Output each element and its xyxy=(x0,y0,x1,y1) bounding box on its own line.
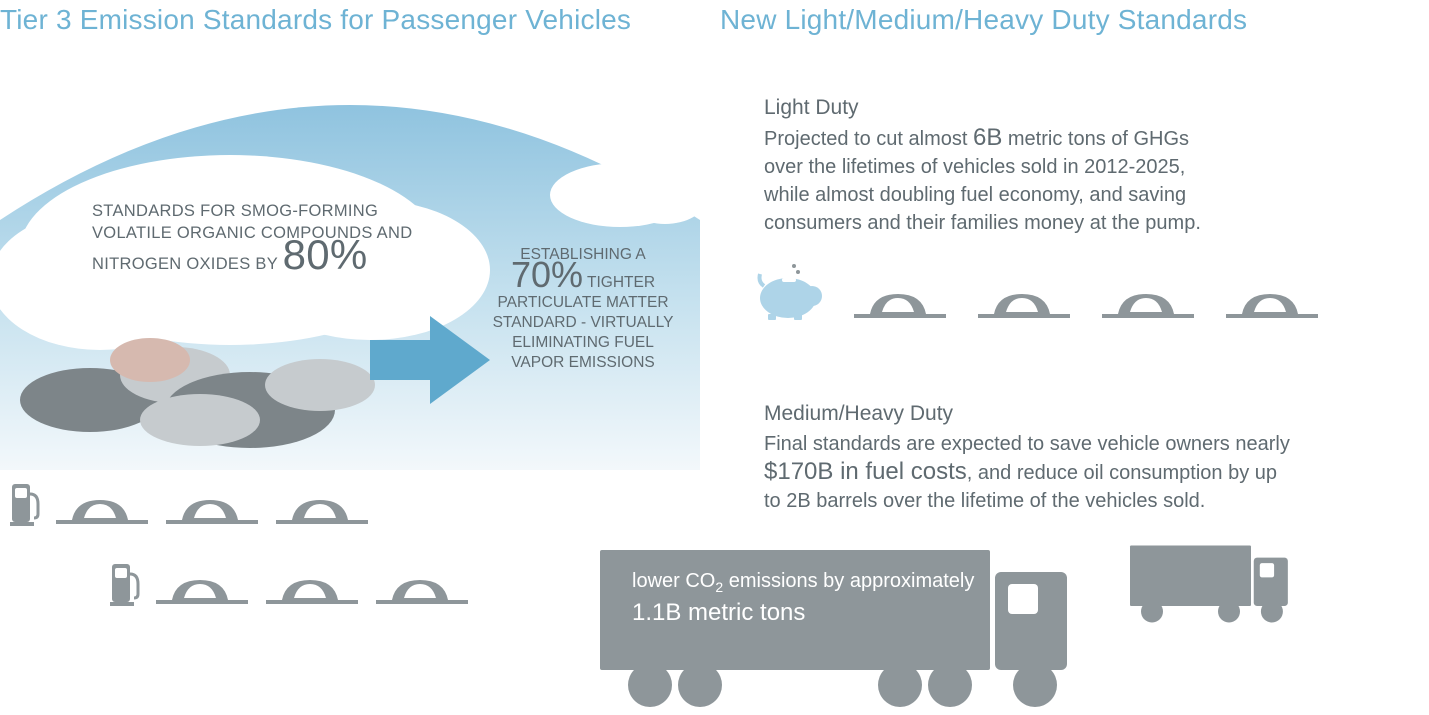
md-l2b: , and reduce oil consumption by up xyxy=(967,462,1277,484)
smog-line1: STANDARDS FOR SMOG-FORMING xyxy=(92,200,432,222)
car-icon xyxy=(54,490,150,526)
truck-l1a: lower CO xyxy=(632,570,715,592)
sky-illustration: STANDARDS FOR SMOG-FORMING VOLATILE ORGA… xyxy=(0,100,700,470)
car-icon xyxy=(154,570,250,606)
ld-l1c: metric tons of GHGs xyxy=(1002,128,1189,150)
arrow-line5: ELIMINATING FUEL xyxy=(468,333,698,353)
arrow-text-block: ESTABLISHING A 70% TIGHTER PARTICULATE M… xyxy=(468,245,698,373)
truck-l1-sub: 2 xyxy=(715,579,723,595)
light-duty-block: Light Duty Projected to cut almost 6B me… xyxy=(764,96,1354,237)
ld-l4: consumers and their families money at th… xyxy=(764,209,1354,237)
smog-text-block: STANDARDS FOR SMOG-FORMING VOLATILE ORGA… xyxy=(92,200,432,275)
car-row-2 xyxy=(110,560,470,606)
fuel-pump-icon xyxy=(110,560,140,606)
right-title: New Light/Medium/Heavy Duty Standards xyxy=(720,4,1420,36)
smog-pct: 80% xyxy=(283,244,368,266)
medium-duty-heading: Medium/Heavy Duty xyxy=(764,402,1384,426)
md-l3: to 2B barrels over the lifetime of the v… xyxy=(764,487,1384,515)
piggy-car-row xyxy=(754,262,1320,320)
car-icon xyxy=(264,570,360,606)
smog-line3-prefix: NITROGEN OXIDES BY xyxy=(92,255,278,273)
smog-line2: VOLATILE ORGANIC COMPOUNDS AND xyxy=(92,222,432,244)
truck-l1b: emissions by approximately xyxy=(723,570,974,592)
car-icon xyxy=(374,570,470,606)
truck-area: lower CO2 emissions by approximately 1.1… xyxy=(600,540,1400,700)
medium-duty-body: Final standards are expected to save veh… xyxy=(764,430,1384,515)
md-l2a: $170B in fuel costs xyxy=(764,458,967,485)
ld-l3: while almost doubling fuel economy, and … xyxy=(764,181,1354,209)
piggy-bank-icon xyxy=(754,262,824,320)
small-truck-icon xyxy=(1130,546,1288,623)
smog-line3: NITROGEN OXIDES BY 80% xyxy=(92,244,432,275)
arrow-line4: STANDARD - VIRTUALLY xyxy=(468,313,698,333)
light-duty-heading: Light Duty xyxy=(764,96,1354,120)
arrow-line6: VAPOR EMISSIONS xyxy=(468,353,698,373)
fuel-pump-icon xyxy=(10,480,40,526)
car-icon xyxy=(1100,284,1196,320)
small-cloud xyxy=(550,163,700,227)
arrow-line1: ESTABLISHING A xyxy=(468,245,698,265)
left-title: Tier 3 Emission Standards for Passenger … xyxy=(0,4,700,36)
md-l1: Final standards are expected to save veh… xyxy=(764,430,1384,458)
ld-l2: over the lifetimes of vehicles sold in 2… xyxy=(764,153,1354,181)
arrow-line2-suffix: TIGHTER xyxy=(587,274,655,291)
car-row-1 xyxy=(10,480,370,526)
car-icon xyxy=(164,490,260,526)
car-icon xyxy=(976,284,1072,320)
ld-l1b: 6B xyxy=(973,124,1002,151)
truck-l2: 1.1B metric tons xyxy=(632,600,974,626)
light-duty-body: Projected to cut almost 6B metric tons o… xyxy=(764,124,1354,237)
car-icon xyxy=(852,284,948,320)
arrow-pct: 70% xyxy=(511,265,583,285)
medium-duty-block: Medium/Heavy Duty Final standards are ex… xyxy=(764,402,1384,515)
car-icon xyxy=(1224,284,1320,320)
arrow-line3: PARTICULATE MATTER xyxy=(468,293,698,313)
arrow-pct-line: 70% TIGHTER xyxy=(468,265,698,293)
truck-text: lower CO2 emissions by approximately 1.1… xyxy=(632,568,974,626)
ld-l1a: Projected to cut almost xyxy=(764,128,973,150)
car-icon xyxy=(274,490,370,526)
